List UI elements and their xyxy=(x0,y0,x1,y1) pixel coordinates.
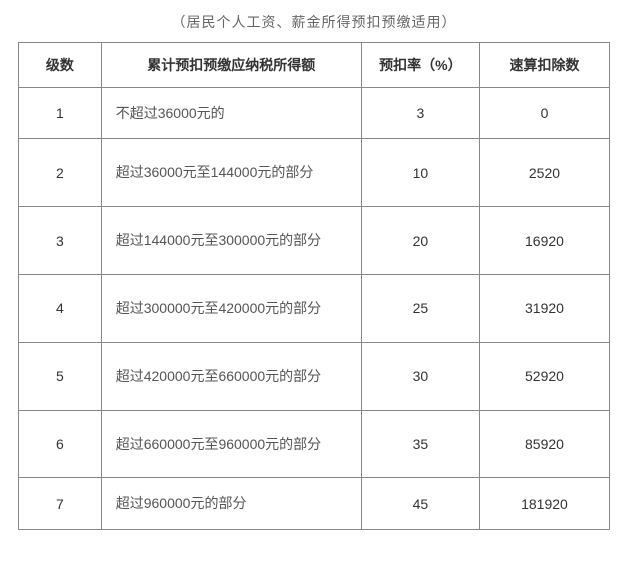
cell-level: 7 xyxy=(19,478,102,529)
table-caption: （居民个人工资、薪金所得预扣预缴适用） xyxy=(18,12,610,32)
table-row: 2超过36000元至144000元的部分102520 xyxy=(19,139,610,207)
table-row: 6超过660000元至960000元的部分3585920 xyxy=(19,410,610,478)
cell-desc: 超过36000元至144000元的部分 xyxy=(101,139,361,207)
table-row: 1不超过36000元的30 xyxy=(19,88,610,139)
cell-desc: 超过300000元至420000元的部分 xyxy=(101,274,361,342)
cell-rate: 30 xyxy=(361,342,479,410)
col-header-desc: 累计预扣预缴应纳税所得额 xyxy=(101,43,361,88)
tax-rate-table: 级数 累计预扣预缴应纳税所得额 预扣率（%） 速算扣除数 1不超过36000元的… xyxy=(18,42,610,530)
cell-deduct: 52920 xyxy=(479,342,609,410)
table-row: 3超过144000元至300000元的部分2016920 xyxy=(19,207,610,275)
cell-level: 2 xyxy=(19,139,102,207)
cell-level: 4 xyxy=(19,274,102,342)
cell-deduct: 85920 xyxy=(479,410,609,478)
col-header-rate: 预扣率（%） xyxy=(361,43,479,88)
cell-desc: 超过144000元至300000元的部分 xyxy=(101,207,361,275)
cell-level: 3 xyxy=(19,207,102,275)
cell-level: 5 xyxy=(19,342,102,410)
cell-desc: 超过660000元至960000元的部分 xyxy=(101,410,361,478)
table-header-row: 级数 累计预扣预缴应纳税所得额 预扣率（%） 速算扣除数 xyxy=(19,43,610,88)
cell-level: 6 xyxy=(19,410,102,478)
cell-deduct: 0 xyxy=(479,88,609,139)
table-row: 4超过300000元至420000元的部分2531920 xyxy=(19,274,610,342)
cell-rate: 3 xyxy=(361,88,479,139)
cell-deduct: 181920 xyxy=(479,478,609,529)
cell-desc: 不超过36000元的 xyxy=(101,88,361,139)
table-row: 7超过960000元的部分45181920 xyxy=(19,478,610,529)
col-header-deduct: 速算扣除数 xyxy=(479,43,609,88)
cell-deduct: 16920 xyxy=(479,207,609,275)
cell-rate: 25 xyxy=(361,274,479,342)
cell-level: 1 xyxy=(19,88,102,139)
cell-desc: 超过420000元至660000元的部分 xyxy=(101,342,361,410)
cell-deduct: 31920 xyxy=(479,274,609,342)
cell-rate: 10 xyxy=(361,139,479,207)
cell-rate: 20 xyxy=(361,207,479,275)
col-header-level: 级数 xyxy=(19,43,102,88)
cell-desc: 超过960000元的部分 xyxy=(101,478,361,529)
cell-rate: 45 xyxy=(361,478,479,529)
cell-rate: 35 xyxy=(361,410,479,478)
cell-deduct: 2520 xyxy=(479,139,609,207)
table-row: 5超过420000元至660000元的部分3052920 xyxy=(19,342,610,410)
